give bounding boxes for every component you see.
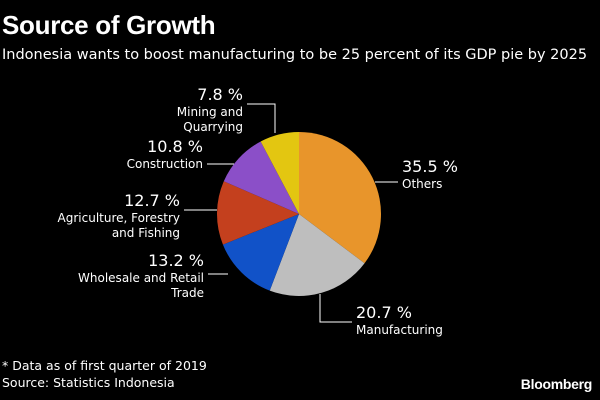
slice-category-label: Others xyxy=(402,177,442,191)
slice-value-label: 35.5 % xyxy=(402,157,458,176)
slice-value-label: 7.8 % xyxy=(197,85,243,104)
chart-subtitle: Indonesia wants to boost manufacturing t… xyxy=(2,47,588,63)
slice-labels: 35.5 %Others 20.7 %Manufacturing 13.2 %Who… xyxy=(58,85,458,337)
pie-slice-2 xyxy=(269,214,365,297)
leader-lines xyxy=(184,103,398,323)
leader-line-6 xyxy=(247,103,276,133)
pie-slice-3 xyxy=(222,214,299,291)
data-note: * Data as of first quarter of 2019 xyxy=(2,358,207,373)
leader-line-2 xyxy=(319,294,352,323)
slice-value-label: 13.2 % xyxy=(148,251,204,270)
pie-slice-1 xyxy=(299,132,381,264)
slice-category-label: Manufacturing xyxy=(356,323,443,337)
bloomberg-logo: Bloomberg xyxy=(520,376,593,392)
pie-slices xyxy=(217,132,381,297)
pie-slice-5 xyxy=(223,141,299,214)
slice-value-label: 10.8 % xyxy=(147,137,203,156)
pie-slice-4 xyxy=(217,181,299,245)
slice-value-label: 12.7 % xyxy=(124,191,180,210)
slice-category-label: Mining and Quarrying xyxy=(177,105,243,134)
slice-category-label: Wholesale and Retail Trade xyxy=(78,271,204,300)
slice-value-label: 20.7 % xyxy=(356,303,412,322)
source-note: Source: Statistics Indonesia xyxy=(2,375,175,390)
chart-title: Source of Growth xyxy=(2,10,216,40)
footnote: * Data as of first quarter of 2019 Sourc… xyxy=(2,357,207,391)
slice-category-label: Construction xyxy=(127,157,203,171)
slice-category-label: Agriculture, Forestry and Fishing xyxy=(58,211,180,240)
pie-slice-6 xyxy=(260,132,299,214)
